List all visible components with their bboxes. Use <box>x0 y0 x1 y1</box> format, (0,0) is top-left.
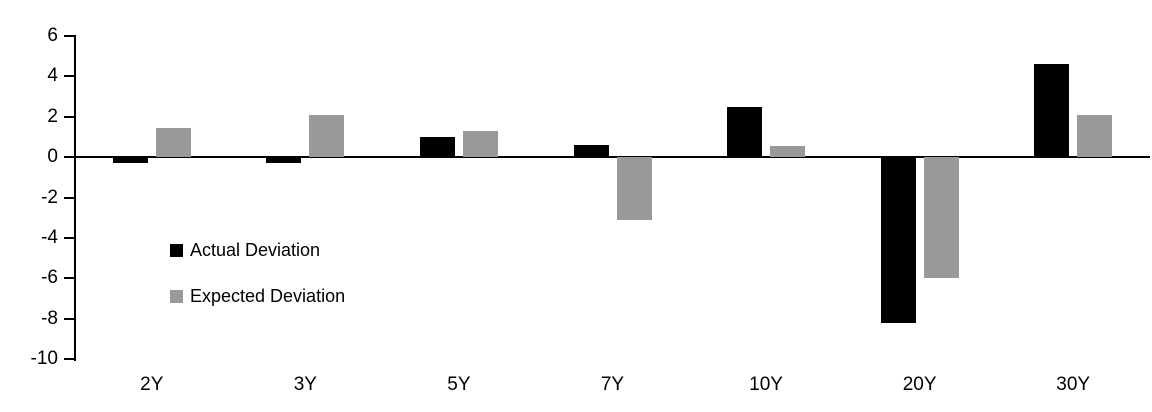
x-axis-line <box>74 156 1150 159</box>
legend-item-expected-deviation: Expected Deviation <box>170 286 345 306</box>
y-tick-mark-2 <box>64 115 75 118</box>
y-tick-mark--2 <box>64 196 75 199</box>
bar-actual-deviation-7y <box>573 145 609 158</box>
legend-label-actual-deviation: Actual Deviation <box>190 240 321 260</box>
y-tick-label-0: 0 <box>47 146 58 168</box>
bar-expected-deviation-2y <box>155 127 191 158</box>
y-tick-mark--4 <box>64 236 75 239</box>
bar-actual-deviation-10y <box>727 106 763 158</box>
y-tick-label-4: 4 <box>47 65 58 87</box>
y-tick-label--4: -4 <box>41 226 58 248</box>
x-tick-label-20y: 20Y <box>902 374 937 395</box>
y-tick-mark-4 <box>64 75 75 78</box>
legend-swatch-actual-icon <box>170 243 183 257</box>
y-axis-line <box>74 35 76 361</box>
y-tick-mark--8 <box>64 317 75 320</box>
y-tick-mark-0 <box>64 156 75 159</box>
bar-actual-deviation-2y <box>112 157 148 164</box>
x-tick-label-2y: 2Y <box>140 374 164 395</box>
y-tick-mark--10 <box>64 358 75 360</box>
y-tick-label--6: -6 <box>41 267 58 289</box>
x-tick-label-7y: 7Y <box>600 374 625 395</box>
bar-actual-deviation-20y <box>880 157 916 323</box>
legend-item-actual-deviation: Actual Deviation <box>170 240 320 260</box>
bar-actual-deviation-5y <box>419 136 455 158</box>
y-tick-label--2: -2 <box>41 186 58 208</box>
bar-expected-deviation-10y <box>770 146 806 158</box>
x-tick-label-30y: 30Y <box>1056 374 1091 395</box>
bar-expected-deviation-5y <box>462 130 498 158</box>
bar-expected-deviation-7y <box>616 157 652 220</box>
legend-label-expected-deviation: Expected Deviation <box>190 286 346 306</box>
bar-expected-deviation-3y <box>309 114 345 158</box>
x-tick-label-3y: 3Y <box>293 374 317 395</box>
x-tick-label-10y: 10Y <box>749 374 783 395</box>
y-tick-label-2: 2 <box>47 105 58 127</box>
bar-expected-deviation-20y <box>923 157 959 279</box>
y-tick-label--8: -8 <box>41 307 58 329</box>
x-tick-label-5y: 5Y <box>447 374 471 395</box>
legend-swatch-expected-icon <box>170 289 183 303</box>
y-tick-mark-6 <box>64 35 75 37</box>
y-tick-mark--6 <box>64 277 75 280</box>
y-tick-label-6: 6 <box>47 25 58 46</box>
bar-actual-deviation-3y <box>266 157 302 164</box>
y-tick-label--10: -10 <box>30 348 58 369</box>
bar-expected-deviation-30y <box>1077 114 1113 158</box>
bar-actual-deviation-30y <box>1034 64 1070 158</box>
